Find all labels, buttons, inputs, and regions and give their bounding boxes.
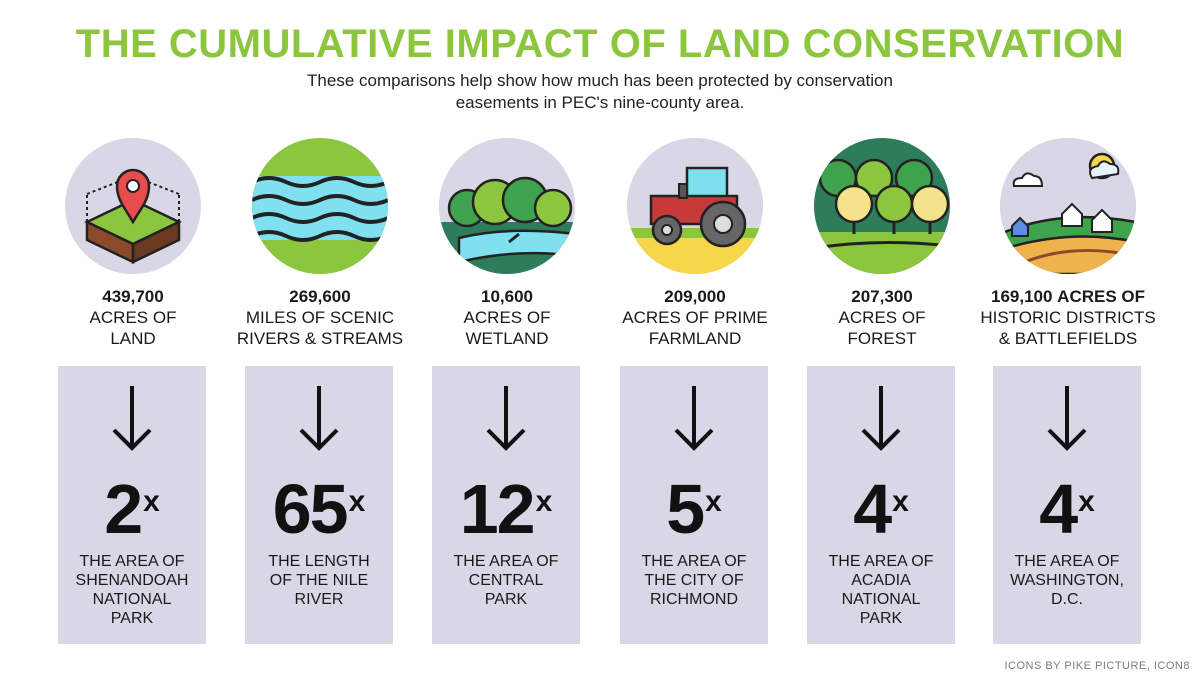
- multiplier: 12x: [432, 474, 580, 544]
- multiplier-x: x: [705, 485, 722, 518]
- comp-line: THE AREA OF: [1014, 553, 1120, 570]
- stat-line-2: FOREST: [847, 329, 917, 348]
- comparison-card: 2x THE AREA OF SHENANDOAH NATIONAL PARK: [58, 366, 206, 644]
- multiplier-value: 12: [459, 470, 536, 548]
- stat-line-2: FARMLAND: [648, 329, 742, 348]
- multiplier-value: 4: [1039, 470, 1078, 548]
- comparison-card: 4x THE AREA OF ACADIA NATIONAL PARK: [807, 366, 955, 644]
- stat-line-2: LAND: [110, 329, 156, 348]
- comp-line: THE AREA OF: [641, 553, 747, 570]
- icon-credit: ICONS BY PIKE PICTURE, ICON8: [1004, 660, 1190, 672]
- stat-line-1: ACRES OF PRIME: [622, 308, 768, 327]
- subtitle-line-2: easements in PEC's nine-county area.: [455, 93, 745, 112]
- comp-line: NATIONAL: [841, 591, 921, 608]
- arrow-down-icon: [112, 386, 152, 451]
- comparison-card: 65x THE LENGTH OF THE NILE RIVER: [245, 366, 393, 644]
- stat-column-farmland: 209,000 ACRES OF PRIME FARMLAND 5x THE A…: [600, 0, 790, 680]
- comp-line: THE AREA OF: [79, 553, 185, 570]
- stat-line-2: & BATTLEFIELDS: [998, 329, 1138, 348]
- comp-line: CENTRAL: [468, 572, 544, 589]
- stat-line-1: ACRES OF: [838, 308, 926, 327]
- arrow-down-icon: [674, 386, 714, 451]
- multiplier-value: 5: [666, 470, 705, 548]
- stat-number: 10,600: [481, 287, 533, 306]
- comp-line: RIVER: [294, 591, 344, 608]
- stat-text: 439,700 ACRES OF LAND: [28, 286, 238, 349]
- multiplier-x: x: [143, 485, 160, 518]
- multiplier-value: 4: [853, 470, 892, 548]
- land-pin-icon: [65, 138, 201, 274]
- arrow-down-icon: [486, 386, 526, 451]
- comparison-text: THE AREA OF WASHINGTON, D.C.: [993, 552, 1141, 609]
- comp-line: NATIONAL: [92, 591, 172, 608]
- stat-column-wetland: 10,600 ACRES OF WETLAND 12x THE AREA OF …: [412, 0, 602, 680]
- multiplier-value: 65: [272, 470, 349, 548]
- arrow-down-icon: [861, 386, 901, 451]
- comparison-text: THE AREA OF SHENANDOAH NATIONAL PARK: [58, 552, 206, 628]
- comparison-text: THE AREA OF ACADIA NATIONAL PARK: [807, 552, 955, 628]
- subtitle-line-1: These comparisons help show how much has…: [307, 71, 893, 90]
- stat-text: 10,600 ACRES OF WETLAND: [402, 286, 612, 349]
- multiplier: 5x: [620, 474, 768, 544]
- tractor-icon: [627, 138, 763, 274]
- comp-line: ACADIA: [851, 572, 911, 589]
- page-subtitle: These comparisons help show how much has…: [250, 70, 950, 114]
- stat-column-historic: 169,100 ACRES OF HISTORIC DISTRICTS & BA…: [973, 0, 1163, 680]
- stat-column-land: 439,700 ACRES OF LAND 2x THE AREA OF SHE…: [38, 0, 228, 680]
- stat-line-1: ACRES OF: [89, 308, 177, 327]
- stat-line-2: RIVERS & STREAMS: [236, 329, 404, 348]
- stat-column-forest: 207,300 ACRES OF FOREST 4x THE AREA OF A…: [787, 0, 977, 680]
- stat-line-1: MILES OF SCENIC: [245, 308, 395, 327]
- multiplier-x: x: [1078, 485, 1095, 518]
- stat-number-suffix: ACRES OF: [1057, 287, 1146, 306]
- page-title: THE CUMULATIVE IMPACT OF LAND CONSERVATI…: [75, 22, 1125, 66]
- stat-column-rivers: 269,600 MILES OF SCENIC RIVERS & STREAMS…: [225, 0, 415, 680]
- multiplier: 65x: [245, 474, 393, 544]
- village-icon: [1000, 138, 1136, 274]
- comparison-card: 4x THE AREA OF WASHINGTON, D.C.: [993, 366, 1141, 644]
- comp-line: PARK: [859, 610, 903, 627]
- comp-line: D.C.: [1051, 591, 1083, 608]
- multiplier: 4x: [807, 474, 955, 544]
- stat-text: 269,600 MILES OF SCENIC RIVERS & STREAMS: [215, 286, 425, 349]
- comparison-card: 12x THE AREA OF CENTRAL PARK: [432, 366, 580, 644]
- comp-line: SHENANDOAH: [75, 572, 189, 589]
- stat-number: 169,100: [990, 287, 1053, 306]
- multiplier-x: x: [892, 485, 909, 518]
- comp-line: WASHINGTON,: [1010, 572, 1124, 589]
- comp-line: THE AREA OF: [453, 553, 559, 570]
- comp-line: THE CITY OF: [644, 572, 744, 589]
- stat-line-2: WETLAND: [465, 329, 549, 348]
- stat-number: 207,300: [851, 287, 913, 306]
- comparison-text: THE AREA OF THE CITY OF RICHMOND: [620, 552, 768, 609]
- multiplier-value: 2: [104, 470, 143, 548]
- stat-text: 169,100 ACRES OF HISTORIC DISTRICTS & BA…: [963, 286, 1173, 349]
- comp-line: THE AREA OF: [828, 553, 934, 570]
- stat-text: 207,300 ACRES OF FOREST: [777, 286, 987, 349]
- comp-line: THE LENGTH: [268, 553, 370, 570]
- comp-line: PARK: [484, 591, 528, 608]
- forest-icon: [814, 138, 950, 274]
- river-icon: [252, 138, 388, 274]
- multiplier-x: x: [535, 485, 553, 518]
- stat-number: 269,600: [289, 287, 351, 306]
- stat-text: 209,000 ACRES OF PRIME FARMLAND: [590, 286, 800, 349]
- stat-number: 209,000: [664, 287, 726, 306]
- stat-number: 439,700: [102, 287, 164, 306]
- multiplier: 2x: [58, 474, 206, 544]
- comparison-text: THE LENGTH OF THE NILE RIVER: [245, 552, 393, 609]
- wetland-icon: [439, 138, 575, 274]
- multiplier-x: x: [348, 485, 366, 518]
- arrow-down-icon: [1047, 386, 1087, 451]
- comparison-card: 5x THE AREA OF THE CITY OF RICHMOND: [620, 366, 768, 644]
- comp-line: PARK: [110, 610, 154, 627]
- comp-line: RICHMOND: [650, 591, 738, 608]
- multiplier: 4x: [993, 474, 1141, 544]
- stat-line-1: ACRES OF: [463, 308, 551, 327]
- comparison-text: THE AREA OF CENTRAL PARK: [432, 552, 580, 609]
- stat-line-1: HISTORIC DISTRICTS: [980, 308, 1156, 327]
- arrow-down-icon: [299, 386, 339, 451]
- comp-line: OF THE NILE: [269, 572, 369, 589]
